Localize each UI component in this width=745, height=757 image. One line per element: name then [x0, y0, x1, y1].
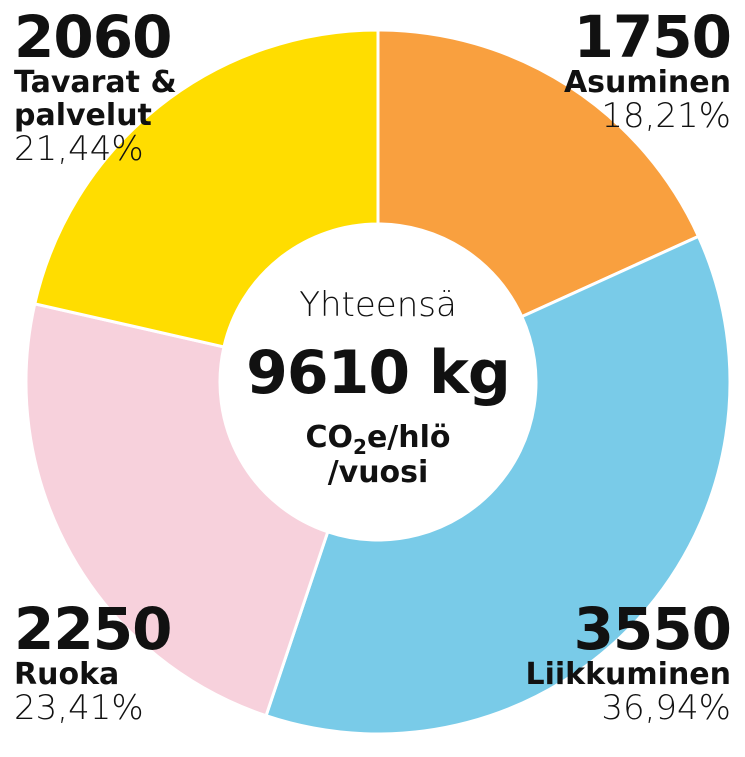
value-label: 2060 [14, 3, 172, 71]
category-label: Ruoka [14, 657, 120, 692]
category-label: Liikkuminen [525, 657, 731, 692]
unit-part: CO [305, 420, 354, 455]
unit: /vuosi [327, 455, 429, 490]
percent-label: 36,94% [601, 688, 731, 728]
label-group: 2060 Tavarat & palvelut 21,44% [14, 8, 274, 166]
value-label: 2250 [14, 595, 172, 663]
category-label: Tavarat & palvelut [14, 65, 177, 133]
value-label: 1750 [573, 3, 732, 71]
center-title: Yhteensä [299, 285, 457, 325]
label-group: 2250 Ruoka 23,41% [14, 600, 274, 725]
percent-label: 18,21% [601, 96, 731, 136]
value-label: 3550 [573, 595, 732, 663]
percent-label: 21,44% [14, 129, 144, 169]
category-label: Asuminen [563, 65, 731, 100]
unit-part: e/hlö [366, 420, 451, 455]
slice [24, 302, 330, 718]
slice [32, 28, 380, 349]
label-group: 1750 Asuminen 18,21% [471, 3, 732, 136]
slice [264, 234, 732, 736]
label-group: 3550 Liikkuminen 36,94% [431, 595, 732, 728]
unit-subscript: 2 [353, 435, 367, 459]
slice [376, 28, 701, 319]
total: 9610 kg [246, 338, 511, 408]
percent-label: 23,41% [14, 688, 144, 728]
unit: CO2e/hlö [178, 420, 578, 459]
